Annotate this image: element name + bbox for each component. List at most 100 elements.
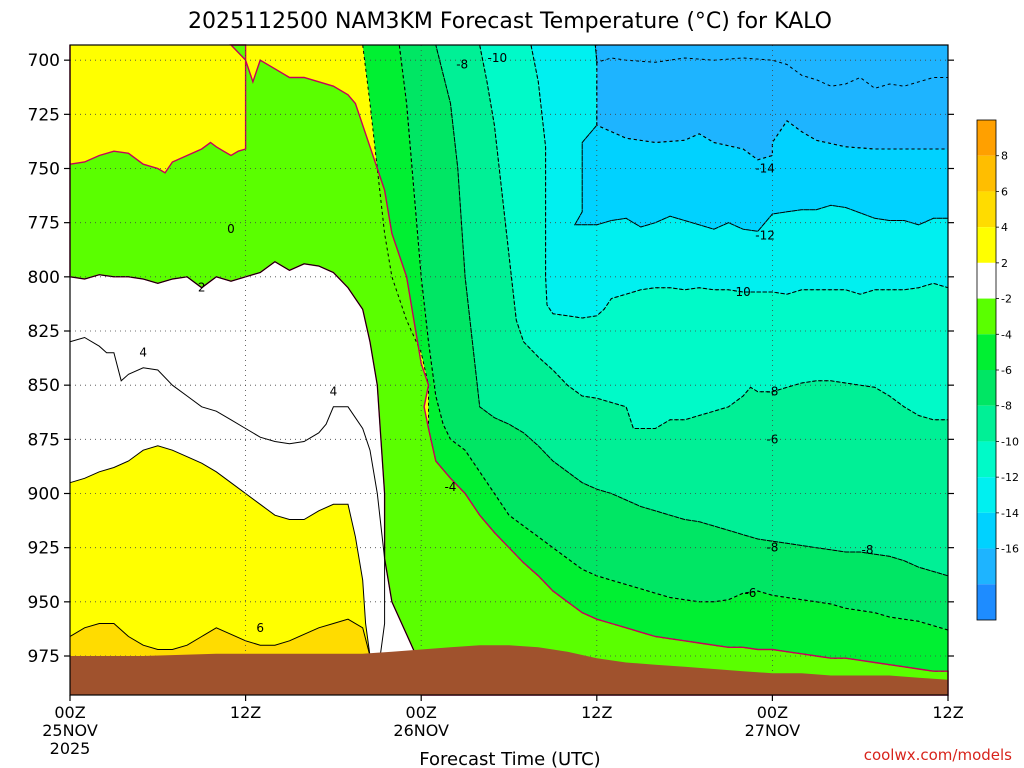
chart-title: 2025112500 NAM3KM Forecast Temperature (… bbox=[188, 9, 832, 34]
contour-label: -8 bbox=[766, 541, 778, 555]
contour-label-text: -8 bbox=[862, 543, 874, 557]
y-tick-label: 850 bbox=[28, 376, 60, 396]
contour-label-text: -10 bbox=[487, 51, 507, 65]
colorbar-label: -10 bbox=[1001, 435, 1019, 448]
colorbar-label: -2 bbox=[1001, 293, 1012, 306]
x-tick-year: 2025 bbox=[50, 739, 91, 758]
y-tick-label: 725 bbox=[28, 105, 60, 125]
contour-label: -12 bbox=[755, 229, 775, 243]
temperature-region-8 bbox=[70, 45, 948, 695]
y-tick-label: 750 bbox=[28, 160, 60, 180]
temperature-region-1 bbox=[595, 45, 948, 160]
y-tick-label: 825 bbox=[28, 322, 60, 342]
y-tick-label: 975 bbox=[28, 647, 60, 667]
colorbar-swatch bbox=[977, 262, 996, 299]
colorbar-label: -8 bbox=[1001, 400, 1012, 413]
colorbar-swatch bbox=[977, 155, 996, 192]
terrain-ground bbox=[70, 645, 948, 695]
y-tick-label: 950 bbox=[28, 593, 60, 613]
colorbar-swatch bbox=[977, 334, 996, 370]
colorbar-swatch bbox=[977, 548, 996, 585]
colorbar-swatch bbox=[977, 120, 996, 156]
colorbar-swatch bbox=[977, 584, 996, 620]
colorbar-swatch bbox=[977, 370, 996, 406]
contour-label-text: -8 bbox=[766, 385, 778, 399]
isotherm-11 bbox=[69, 618, 371, 664]
isotherm-5 bbox=[435, 44, 949, 577]
contour-label-text: 2 bbox=[198, 281, 206, 295]
temperature-region-3 bbox=[531, 45, 948, 318]
contour-label-text: -8 bbox=[456, 58, 468, 72]
isotherm-layer bbox=[69, 44, 949, 696]
contour-label: -8 bbox=[456, 58, 468, 72]
contour-label-text: -6 bbox=[744, 586, 756, 600]
contour-label: -10 bbox=[487, 51, 507, 65]
contour-label-text: -14 bbox=[755, 162, 775, 176]
contour-label-text: 4 bbox=[330, 385, 338, 399]
y-tick-label: 700 bbox=[28, 51, 60, 71]
isotherm-2 bbox=[573, 120, 949, 232]
y-tick-label: 900 bbox=[28, 485, 60, 505]
temperature-region-10 bbox=[70, 445, 370, 663]
contour-label: -6 bbox=[744, 586, 756, 600]
x-tick-label: 12Z bbox=[581, 703, 612, 722]
credit-link[interactable]: coolwx.com/models bbox=[864, 746, 1012, 764]
x-tick-date: 26NOV bbox=[393, 721, 449, 740]
contour-label: -14 bbox=[755, 162, 775, 176]
colorbar-label: -4 bbox=[1001, 328, 1012, 341]
contour-label: 6 bbox=[256, 621, 264, 635]
terrain-layer bbox=[70, 645, 948, 695]
colorbar-swatch bbox=[977, 441, 996, 478]
colorbar-label: -12 bbox=[1001, 471, 1019, 484]
colorbar-swatch bbox=[977, 298, 996, 335]
colorbar-swatch bbox=[977, 512, 996, 549]
contour-label-text: -6 bbox=[766, 432, 778, 446]
isotherm-4 bbox=[479, 44, 949, 429]
x-tick-label: 00Z bbox=[406, 703, 437, 722]
contour-label: -8 bbox=[766, 385, 778, 399]
x-axis-label: Forecast Time (UTC) bbox=[419, 749, 600, 768]
colorbar-label: 4 bbox=[1001, 221, 1008, 234]
colorbar-swatch bbox=[977, 405, 996, 442]
temperature-region-11 bbox=[70, 619, 370, 663]
contour-label: 10 bbox=[735, 285, 750, 299]
colorbar-label: 2 bbox=[1001, 257, 1008, 270]
contour-label: 2 bbox=[198, 281, 206, 295]
x-tick-label: 12Z bbox=[230, 703, 261, 722]
colorbar-label: 8 bbox=[1001, 150, 1008, 163]
contour-label-text: -4 bbox=[444, 480, 456, 494]
isotherm-0 bbox=[594, 44, 949, 89]
isotherm-9 bbox=[69, 261, 422, 696]
contour-label-text: -8 bbox=[766, 541, 778, 555]
temperature-region-4 bbox=[479, 45, 948, 429]
contour-label-text: 10 bbox=[735, 285, 750, 299]
x-tick-label: 12Z bbox=[932, 703, 963, 722]
colorbar-swatch bbox=[977, 191, 996, 228]
y-tick-label: 800 bbox=[28, 268, 60, 288]
colorbar-swatch bbox=[977, 227, 996, 263]
colorbar-label: 6 bbox=[1001, 185, 1008, 198]
temperature-region-2 bbox=[574, 120, 948, 232]
temperature-fill-layer bbox=[70, 45, 948, 695]
contour-label: 4 bbox=[330, 385, 338, 399]
contour-label-text: 0 bbox=[227, 222, 235, 236]
contour-label-text: 6 bbox=[256, 621, 264, 635]
contour-label: -6 bbox=[766, 432, 778, 446]
x-tick-label: 00Z bbox=[757, 703, 788, 722]
colorbar-legend: 8 6 4 2 -2 -4 -6 -8 -10 -12 -14 -16 bbox=[976, 119, 1019, 621]
colorbar-swatch bbox=[977, 477, 996, 513]
x-tick-label: 00Z bbox=[54, 703, 85, 722]
isotherm-10 bbox=[69, 445, 371, 663]
contour-label: -4 bbox=[444, 480, 456, 494]
x-tick-date: 27NOV bbox=[745, 721, 801, 740]
y-axis: 700 725 750 775 800 825 850 875 900 925 950 975 bbox=[28, 51, 954, 667]
contour-label: -8 bbox=[862, 543, 874, 557]
contour-label-text: 4 bbox=[139, 346, 147, 360]
contour-label: 4 bbox=[139, 346, 147, 360]
y-tick-label: 925 bbox=[28, 539, 60, 559]
y-tick-label: 875 bbox=[28, 430, 60, 450]
contour-label: 0 bbox=[227, 222, 235, 236]
contour-label-text: -12 bbox=[755, 229, 775, 243]
colorbar-label: -16 bbox=[1001, 543, 1019, 556]
